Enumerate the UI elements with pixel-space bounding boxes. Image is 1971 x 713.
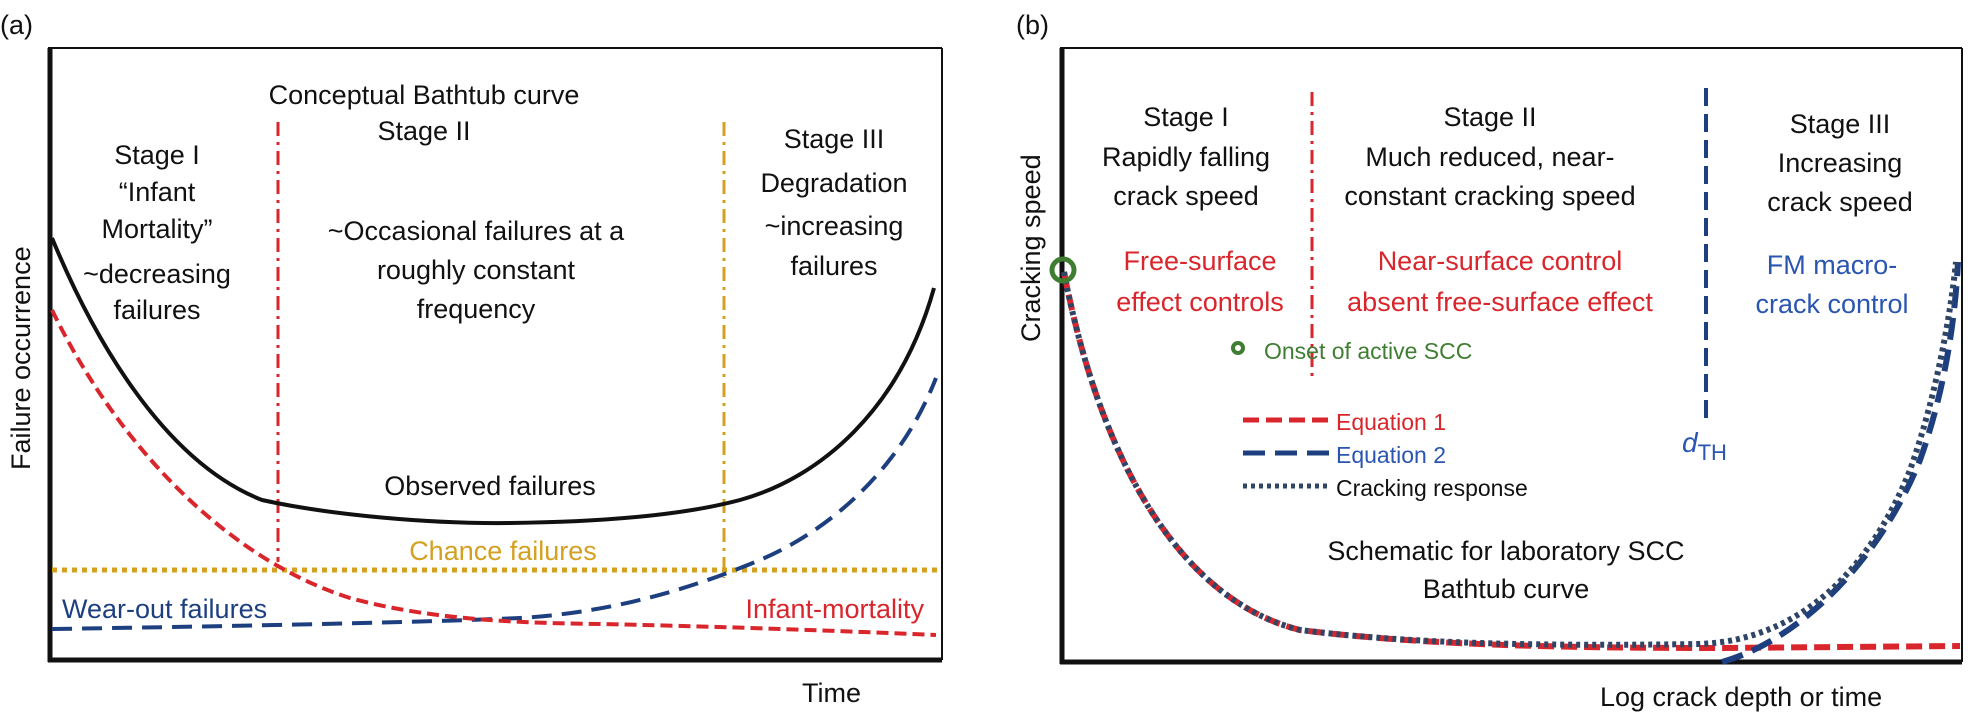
b-stage2-control-line1: Near-surface control bbox=[1378, 246, 1623, 276]
stage2-line1: Stage II bbox=[377, 116, 470, 146]
b-stage2-line1: Stage II bbox=[1443, 102, 1536, 132]
panel-b-schematic-line2: Bathtub curve bbox=[1423, 574, 1590, 604]
b-stage2-line2: Much reduced, near- bbox=[1365, 142, 1614, 172]
b-stage3-line2: Increasing bbox=[1778, 148, 1903, 178]
stage3-line2: Degradation bbox=[760, 168, 907, 198]
label-wear-out-failures: Wear-out failures bbox=[62, 594, 267, 624]
panel-b-cracking-response-curve bbox=[1061, 261, 1959, 648]
label-chance-failures: Chance failures bbox=[409, 536, 597, 566]
panel-a-x-axis-label: Time bbox=[802, 678, 861, 708]
legend-eq2-label: Equation 2 bbox=[1336, 442, 1446, 468]
panel-a-observed-failures-curve bbox=[50, 237, 936, 526]
stage1-line3: Mortality” bbox=[101, 214, 212, 244]
panel-b: (b) Cracking speed Log crack depth or ti… bbox=[1016, 10, 1963, 712]
panel-a-wear-out-curve bbox=[51, 377, 938, 631]
stage3-line4: failures bbox=[790, 251, 877, 281]
stage2-line4: frequency bbox=[417, 294, 536, 324]
legend-onset-icon bbox=[1231, 341, 1245, 355]
stage1-line1: Stage I bbox=[114, 140, 200, 170]
panel-a-y-axis-label: Failure occurrence bbox=[6, 246, 36, 470]
b-stage3-line1: Stage III bbox=[1790, 109, 1891, 139]
panel-a-stage1-text: Stage I “Infant Mortality” ~decreasing f… bbox=[83, 140, 231, 325]
b-stage2-control-line2: absent free-surface effect bbox=[1347, 287, 1653, 317]
panel-b-equation2-curve bbox=[1721, 261, 1961, 665]
panel-b-legend: Onset of active SCC Equation 1 Equation … bbox=[1231, 338, 1528, 501]
panel-b-y-axis-label: Cracking speed bbox=[1016, 154, 1046, 342]
label-infant-mortality: Infant-mortality bbox=[745, 594, 924, 624]
stage1-line4: ~decreasing bbox=[83, 259, 231, 289]
b-stage1-line1: Stage I bbox=[1143, 102, 1229, 132]
panel-b-onset-marker bbox=[1049, 256, 1077, 284]
b-stage3-line3: crack speed bbox=[1767, 187, 1913, 217]
threshold-d: d bbox=[1682, 427, 1699, 458]
b-stage1-line3: crack speed bbox=[1113, 181, 1259, 211]
panel-b-threshold-label: dTH bbox=[1682, 427, 1727, 465]
threshold-sub: TH bbox=[1698, 440, 1727, 465]
legend-response-label: Cracking response bbox=[1336, 475, 1528, 501]
legend-onset-label: Onset of active SCC bbox=[1264, 338, 1472, 364]
b-stage2-line3: constant cracking speed bbox=[1344, 181, 1635, 211]
b-stage1-line2: Rapidly falling bbox=[1102, 142, 1270, 172]
stage2-line3: roughly constant bbox=[377, 255, 576, 285]
stage3-line3: ~increasing bbox=[765, 211, 904, 241]
label-observed-failures: Observed failures bbox=[384, 471, 596, 501]
b-stage3-control-line1: FM macro- bbox=[1767, 250, 1898, 280]
panel-b-tag: (b) bbox=[1016, 10, 1049, 40]
panel-b-stage1-text: Stage I Rapidly falling crack speed Free… bbox=[1102, 102, 1284, 317]
panel-a-tag: (a) bbox=[0, 10, 33, 40]
panel-b-schematic-line1: Schematic for laboratory SCC bbox=[1327, 536, 1684, 566]
panel-a-title: Conceptual Bathtub curve bbox=[269, 80, 580, 110]
panel-a-stage3-text: Stage III Degradation ~increasing failur… bbox=[760, 124, 907, 281]
stage3-line1: Stage III bbox=[784, 124, 885, 154]
b-stage1-control-line1: Free-surface bbox=[1123, 246, 1276, 276]
legend-eq1-label: Equation 1 bbox=[1336, 409, 1446, 435]
b-stage3-control-line2: crack control bbox=[1755, 289, 1908, 319]
stage1-line5: failures bbox=[113, 295, 200, 325]
panel-b-stage3-text: Stage III Increasing crack speed FM macr… bbox=[1755, 109, 1912, 319]
panel-a-stage2-text: Stage II ~Occasional failures at a rough… bbox=[328, 116, 625, 324]
panel-a-infant-mortality-curve bbox=[50, 309, 937, 637]
panel-b-stage2-text: Stage II Much reduced, near- constant cr… bbox=[1344, 102, 1653, 317]
panel-b-x-axis-label: Log crack depth or time bbox=[1600, 682, 1882, 712]
stage2-line2: ~Occasional failures at a bbox=[328, 216, 625, 246]
panel-a: (a) Failure occurrence Time Conceptual B… bbox=[0, 10, 943, 708]
stage1-line2: “Infant bbox=[119, 177, 196, 207]
b-stage1-control-line2: effect controls bbox=[1116, 287, 1284, 317]
